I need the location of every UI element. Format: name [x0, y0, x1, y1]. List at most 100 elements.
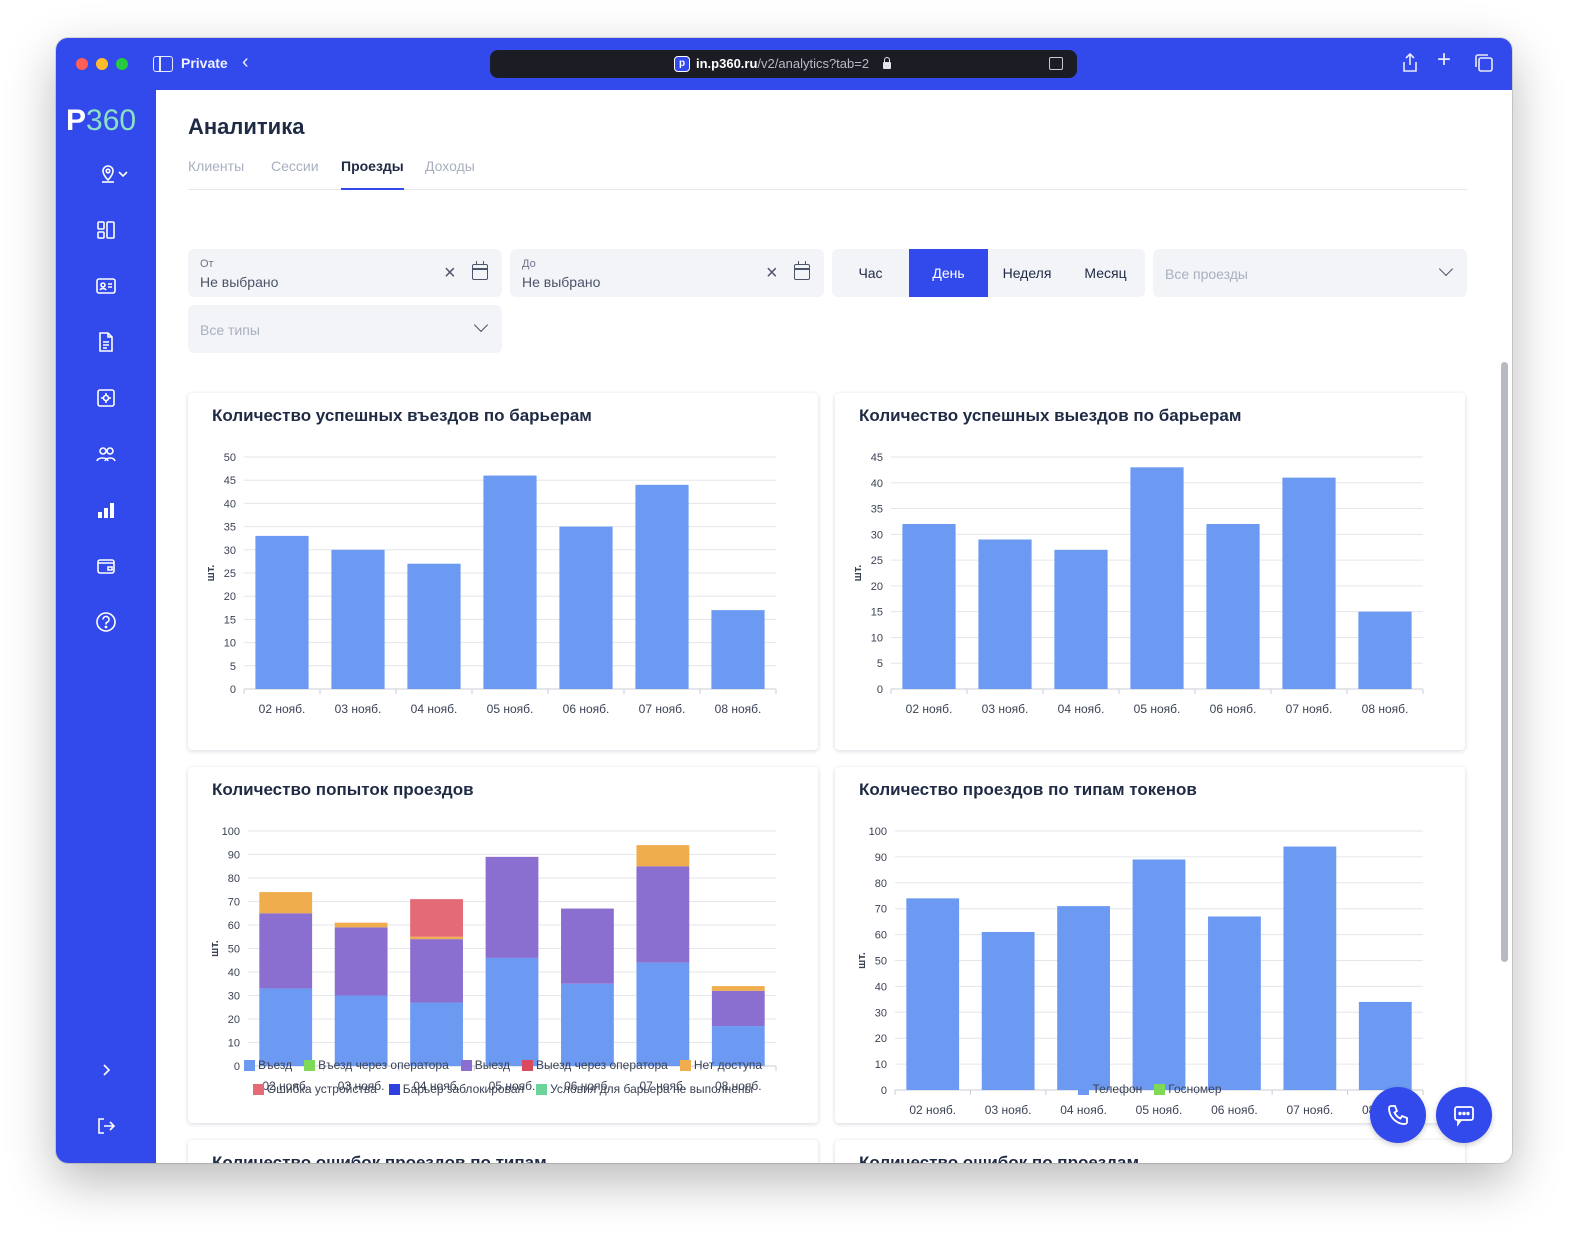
- bar-segment: [711, 990, 765, 1027]
- y-tick-label: 90: [875, 852, 887, 864]
- y-axis-label: шт.: [205, 565, 217, 582]
- sidebar-toggle-icon[interactable]: [153, 56, 173, 72]
- y-tick-label: 10: [875, 1059, 887, 1071]
- url-host: in.p360.ru: [696, 56, 758, 71]
- y-tick-label: 25: [871, 555, 883, 567]
- bar-segment: [259, 892, 313, 914]
- bar-segment: [636, 866, 690, 963]
- wallet-icon[interactable]: [94, 554, 118, 578]
- x-tick-label: 07 нояб.: [639, 702, 686, 716]
- bar: [1206, 524, 1260, 689]
- address-bar[interactable]: p in.p360.ru/v2/analytics?tab=2: [490, 50, 1077, 78]
- attempts-stacked-chart: 0 10 20 30 40 50 60 70 80 90 100 шт. 02 нояб. 03 нояб…: [209, 826, 777, 1093]
- new-tab-icon[interactable]: +: [1437, 46, 1452, 73]
- x-tick-label: 03 нояб.: [982, 702, 1029, 716]
- x-tick-label: 07 нояб.: [640, 1079, 687, 1093]
- legend-swatch: [388, 1083, 400, 1095]
- p360-logo[interactable]: P360: [66, 104, 137, 137]
- legend-item[interactable]: Выезд через оператора: [522, 1058, 668, 1072]
- tab-clients[interactable]: Клиенты: [188, 158, 245, 174]
- types-select[interactable]: Все типы: [188, 305, 502, 353]
- period-week-button[interactable]: Неделя: [1002, 265, 1052, 281]
- legend-item[interactable]: Выезд: [460, 1058, 510, 1072]
- chart-title: Количество ошибок проездов по типам: [212, 1153, 547, 1163]
- period-hour-button[interactable]: Час: [858, 265, 883, 281]
- chart-title: Количество успешных выездов по барьерам: [859, 406, 1242, 425]
- period-day-button[interactable]: День: [909, 249, 988, 297]
- bar-segment: [410, 936, 463, 940]
- calendar-icon[interactable]: [794, 261, 810, 280]
- date-from-value: Не выбрано: [200, 274, 279, 290]
- bar-segment: [561, 983, 614, 1066]
- call-button[interactable]: [1370, 1087, 1426, 1143]
- bar-segment: [1208, 916, 1261, 1090]
- users-icon[interactable]: [94, 442, 118, 466]
- clear-date-from-icon[interactable]: ×: [444, 262, 456, 284]
- legend-item[interactable]: Условия для барьера не выполнены: [536, 1082, 753, 1096]
- settings-box-icon[interactable]: [94, 386, 118, 410]
- bar-segment: [711, 1026, 765, 1066]
- x-tick-label: 02 нояб.: [259, 702, 306, 716]
- legend-item[interactable]: Въезд: [243, 1058, 292, 1072]
- logout-icon[interactable]: [94, 1114, 118, 1138]
- x-tick-label: 06 нояб.: [563, 702, 610, 716]
- passes-select-placeholder: Все проезды: [1165, 266, 1248, 282]
- legend-item[interactable]: Госномер: [1154, 1082, 1222, 1096]
- passes-select[interactable]: Все проезды: [1153, 249, 1467, 297]
- bar: [978, 539, 1032, 689]
- url-text: in.p360.ru/v2/analytics?tab=2: [696, 56, 869, 71]
- chat-button[interactable]: [1436, 1087, 1492, 1143]
- page-scrollbar[interactable]: [1501, 362, 1508, 962]
- chart-card-error-types: Количество ошибок проездов по типам: [188, 1140, 818, 1163]
- legend-item[interactable]: Ошибка устройства: [252, 1082, 377, 1096]
- close-window-button[interactable]: [76, 58, 88, 70]
- dashboard-icon[interactable]: [94, 218, 118, 242]
- y-tick-label: 40: [228, 967, 240, 979]
- location-pin-icon[interactable]: [92, 162, 136, 186]
- y-tick-label: 15: [224, 614, 236, 626]
- bar-segment: [410, 899, 463, 937]
- bar-segment: [636, 845, 690, 867]
- y-tick-label: 40: [875, 981, 887, 993]
- legend-item[interactable]: Въезд через оператора: [304, 1058, 449, 1072]
- tab-income[interactable]: Доходы: [425, 158, 475, 174]
- clear-date-to-icon[interactable]: ×: [766, 262, 778, 284]
- tab-sessions[interactable]: Сессии: [271, 158, 319, 174]
- bar-segment: [711, 986, 765, 991]
- date-from-label: От: [200, 258, 214, 270]
- calendar-icon[interactable]: [472, 261, 488, 280]
- back-chevron-icon[interactable]: ‹: [242, 51, 249, 73]
- legend-item[interactable]: Нет доступа: [679, 1058, 762, 1072]
- chart-legend: Въезд Въезд через оператора Выезд Выезд чер…: [188, 1053, 818, 1101]
- legend-label: Въезд через оператора: [318, 1058, 449, 1072]
- y-tick-label: 25: [224, 568, 236, 580]
- chart-title: Количество проездов по типам токенов: [859, 780, 1197, 799]
- y-tick-label: 50: [224, 452, 236, 464]
- y-tick-label: 60: [228, 920, 240, 932]
- date-from-field[interactable]: От Не выбрано ×: [188, 249, 502, 297]
- tabs-overview-icon[interactable]: [1474, 53, 1494, 77]
- bar-segment: [906, 898, 960, 1090]
- help-icon[interactable]: [94, 610, 118, 634]
- id-card-icon[interactable]: [94, 274, 118, 298]
- types-select-placeholder: Все типы: [200, 322, 260, 338]
- document-icon[interactable]: [94, 330, 118, 354]
- x-tick-label: 04 нояб.: [1060, 1103, 1107, 1117]
- chevron-right-icon[interactable]: [94, 1058, 118, 1082]
- period-month-button[interactable]: Месяц: [1084, 265, 1127, 281]
- tab-passes[interactable]: Проезды: [341, 158, 404, 190]
- date-to-field[interactable]: До Не выбрано ×: [510, 249, 824, 297]
- reader-mode-icon[interactable]: [1049, 57, 1063, 70]
- share-icon[interactable]: [1401, 52, 1419, 77]
- legend-label: Барьер заблокирован: [402, 1082, 525, 1096]
- chart-card-entries: Количество успешных въездов по барьерам …: [188, 393, 818, 750]
- legend-item[interactable]: Барьер заблокирован: [388, 1082, 525, 1096]
- bar-chart-icon[interactable]: [94, 498, 118, 522]
- browser-titlebar: Private ‹ p in.p360.ru/v2/analytics?tab=…: [56, 38, 1512, 90]
- zoom-window-button[interactable]: [116, 58, 128, 70]
- bar-segment: [410, 1002, 463, 1066]
- bar-segment: [485, 957, 539, 1066]
- minimize-window-button[interactable]: [96, 58, 108, 70]
- chart-legend: Телефон Госномер: [835, 1077, 1465, 1101]
- legend-item[interactable]: Телефон: [1078, 1082, 1142, 1096]
